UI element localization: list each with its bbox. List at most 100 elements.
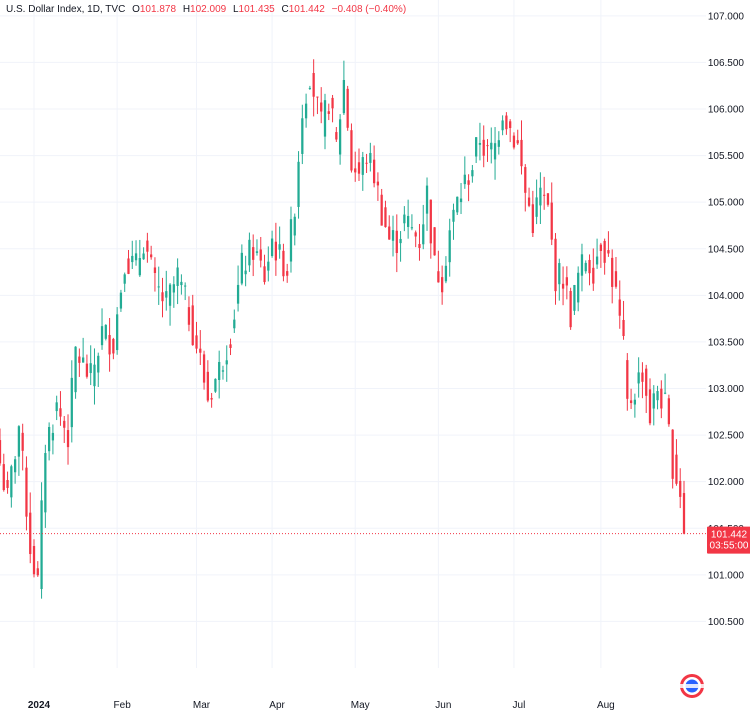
y-tick-label: 105.000 <box>708 198 745 209</box>
candle-body <box>648 389 652 424</box>
y-tick-label: 103.000 <box>708 384 745 395</box>
candle-body <box>335 132 338 140</box>
candle-body <box>667 398 671 425</box>
candle-body <box>675 454 678 484</box>
candle-body <box>134 253 138 261</box>
candle-body <box>531 204 534 234</box>
candle-body <box>6 480 9 488</box>
candle-body <box>592 267 595 284</box>
candle-body <box>595 256 599 265</box>
candle-body <box>172 284 175 293</box>
y-tick-label: 106.000 <box>708 105 745 116</box>
candle-body <box>444 265 448 282</box>
candle-body <box>410 227 414 229</box>
candle-body <box>116 314 119 351</box>
candle-body <box>199 348 202 353</box>
candle-body <box>10 466 13 498</box>
candle-body <box>195 335 198 349</box>
symbol-title: U.S. Dollar Index, 1D, TVC <box>6 4 125 15</box>
y-tick-label: 102.500 <box>708 431 745 442</box>
candle-body <box>433 227 436 256</box>
candle-body <box>320 102 323 112</box>
candle-body <box>191 305 194 346</box>
candle-body <box>388 226 391 240</box>
candle-body <box>119 292 123 309</box>
candle-body <box>297 161 300 207</box>
candle-body <box>535 197 538 217</box>
candle-body <box>180 281 183 286</box>
candle-body <box>520 139 523 167</box>
candle-body <box>289 219 293 262</box>
candle-body <box>47 426 51 452</box>
candles <box>0 59 686 599</box>
candle-body <box>369 152 372 163</box>
candle-body <box>123 274 126 284</box>
candle-body <box>501 120 504 131</box>
candle-body <box>338 119 342 155</box>
candle-body <box>361 157 364 175</box>
candle-body <box>645 368 648 396</box>
candle-body <box>565 277 568 286</box>
last-price-label: 101.442 03:55:00 <box>707 526 750 554</box>
grid <box>0 0 706 668</box>
candle-body <box>244 270 247 275</box>
candle-body <box>221 370 225 372</box>
change-value: −0.408 (−0.40%) <box>332 4 407 15</box>
candle-body <box>342 79 346 114</box>
candle-body <box>580 254 584 276</box>
y-tick-label: 102.000 <box>708 477 745 488</box>
candle-body <box>452 209 455 222</box>
x-tick-label: May <box>351 700 370 710</box>
low-label: L <box>233 4 239 15</box>
candle-body <box>55 402 58 412</box>
candle-body <box>51 432 55 441</box>
candle-body <box>282 250 285 277</box>
candle-body <box>327 111 330 114</box>
x-axis: 2024 Feb Mar Apr May Jun Jul Aug <box>28 700 615 711</box>
candle-body <box>165 291 168 298</box>
candle-body <box>497 140 500 147</box>
candle-body <box>546 193 550 205</box>
candle-body <box>263 266 266 283</box>
candle-body <box>406 215 410 227</box>
candle-body <box>637 372 640 384</box>
candle-body <box>395 230 398 254</box>
candle-body <box>429 199 432 244</box>
candle-body <box>74 346 77 393</box>
y-tick-label: 103.500 <box>708 337 745 348</box>
candle-body <box>150 254 153 258</box>
candle-body <box>138 257 141 276</box>
candle-body <box>614 271 618 287</box>
candle-body <box>603 240 606 263</box>
candle-body <box>584 262 587 272</box>
candle-body <box>89 363 92 374</box>
candle-body <box>588 259 591 274</box>
candle-body <box>25 467 28 517</box>
candle-body <box>21 432 24 451</box>
open-label: O <box>132 4 140 15</box>
y-tick-label: 105.500 <box>708 151 745 162</box>
high-value: 102.009 <box>190 4 227 15</box>
x-tick-label: Jun <box>435 700 451 710</box>
candle-body <box>100 326 104 346</box>
candle-body <box>656 391 659 401</box>
candle-body <box>82 357 85 363</box>
candle-body <box>372 159 376 184</box>
candle-body <box>304 103 308 119</box>
candle-body <box>380 194 383 226</box>
y-tick-label: 104.500 <box>708 244 745 255</box>
candle-body <box>312 72 315 97</box>
tradingview-logo-icon[interactable] <box>680 674 704 698</box>
candle-body <box>187 307 191 325</box>
candle-body <box>543 194 546 196</box>
candle-body <box>418 244 421 248</box>
candle-body <box>214 378 217 392</box>
candle-body <box>146 240 149 252</box>
candle-body <box>93 364 96 387</box>
candle-body <box>505 115 508 130</box>
candle-body <box>202 354 206 383</box>
candle-body <box>127 258 130 274</box>
close-label: C <box>281 4 288 15</box>
